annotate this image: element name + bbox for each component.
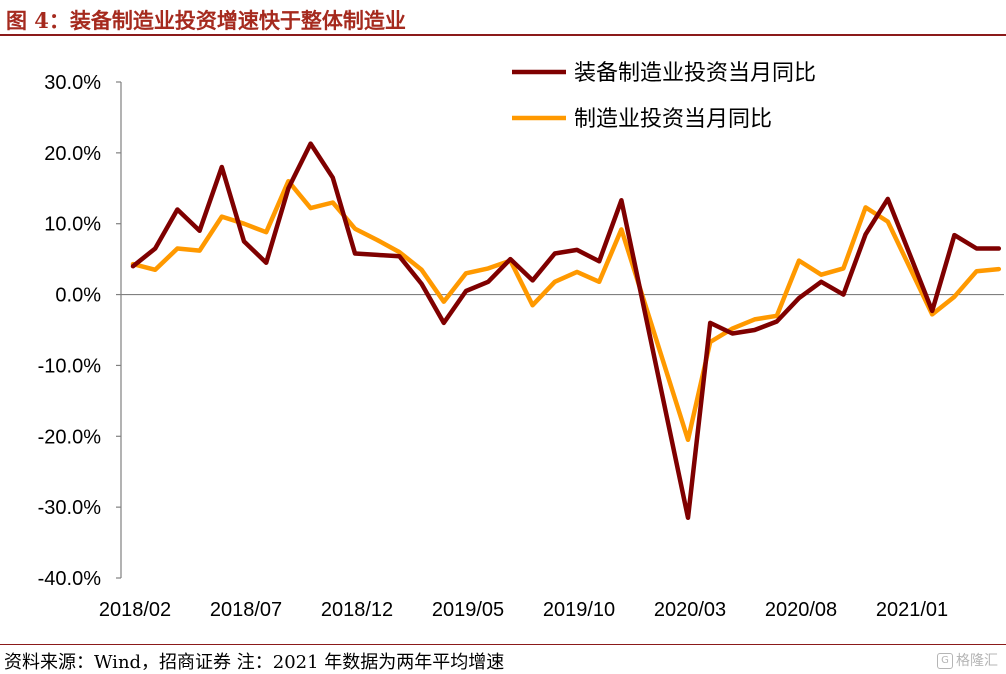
y-tick-label: -10.0% [38, 355, 102, 377]
title-rule [0, 34, 1006, 36]
y-tick-label: 0.0% [55, 285, 101, 307]
y-tick-label: 10.0% [44, 214, 101, 236]
x-tick-label: 2018/02 [99, 599, 171, 621]
x-tick-label: 2018/07 [210, 599, 282, 621]
x-tick-label: 2021/01 [876, 599, 948, 621]
legend-label: 装备制造业投资当月同比 [574, 61, 816, 86]
x-tick-label: 2018/12 [321, 599, 393, 621]
legend-label: 制造业投资当月同比 [574, 107, 772, 132]
line-chart: 30.0% 20.0% 10.0% 0.0% -10.0% -20.0% -30.0% -40… [38, 61, 1004, 621]
x-tick-label: 2020/08 [765, 599, 837, 621]
series-line-equipment [130, 141, 1002, 521]
source-note: 资料来源：Wind，招商证券 注：2021 年数据为两年平均增速 [4, 652, 505, 673]
watermark-text: 格隆汇 [956, 653, 998, 669]
y-tick-label: -20.0% [38, 426, 102, 448]
title-bar: 图 4：装备制造业投资增速快于整体制造业 [0, 0, 1006, 34]
watermark: G 格隆汇 [937, 650, 998, 670]
x-tick-label: 2020/03 [654, 599, 726, 621]
footer-rule [0, 644, 1006, 645]
y-tick-label: 20.0% [44, 143, 101, 165]
x-tick-label: 2019/05 [432, 599, 504, 621]
y-tick-label: -30.0% [38, 497, 102, 519]
series-line-manufacturing [130, 178, 1002, 443]
figure-title: 图 4：装备制造业投资增速快于整体制造业 [6, 8, 406, 33]
y-tick-label: -40.0% [38, 568, 102, 590]
y-tick-label: 30.0% [44, 72, 101, 94]
g-logo-icon: G [937, 653, 953, 669]
x-tick-label: 2019/10 [543, 599, 615, 621]
